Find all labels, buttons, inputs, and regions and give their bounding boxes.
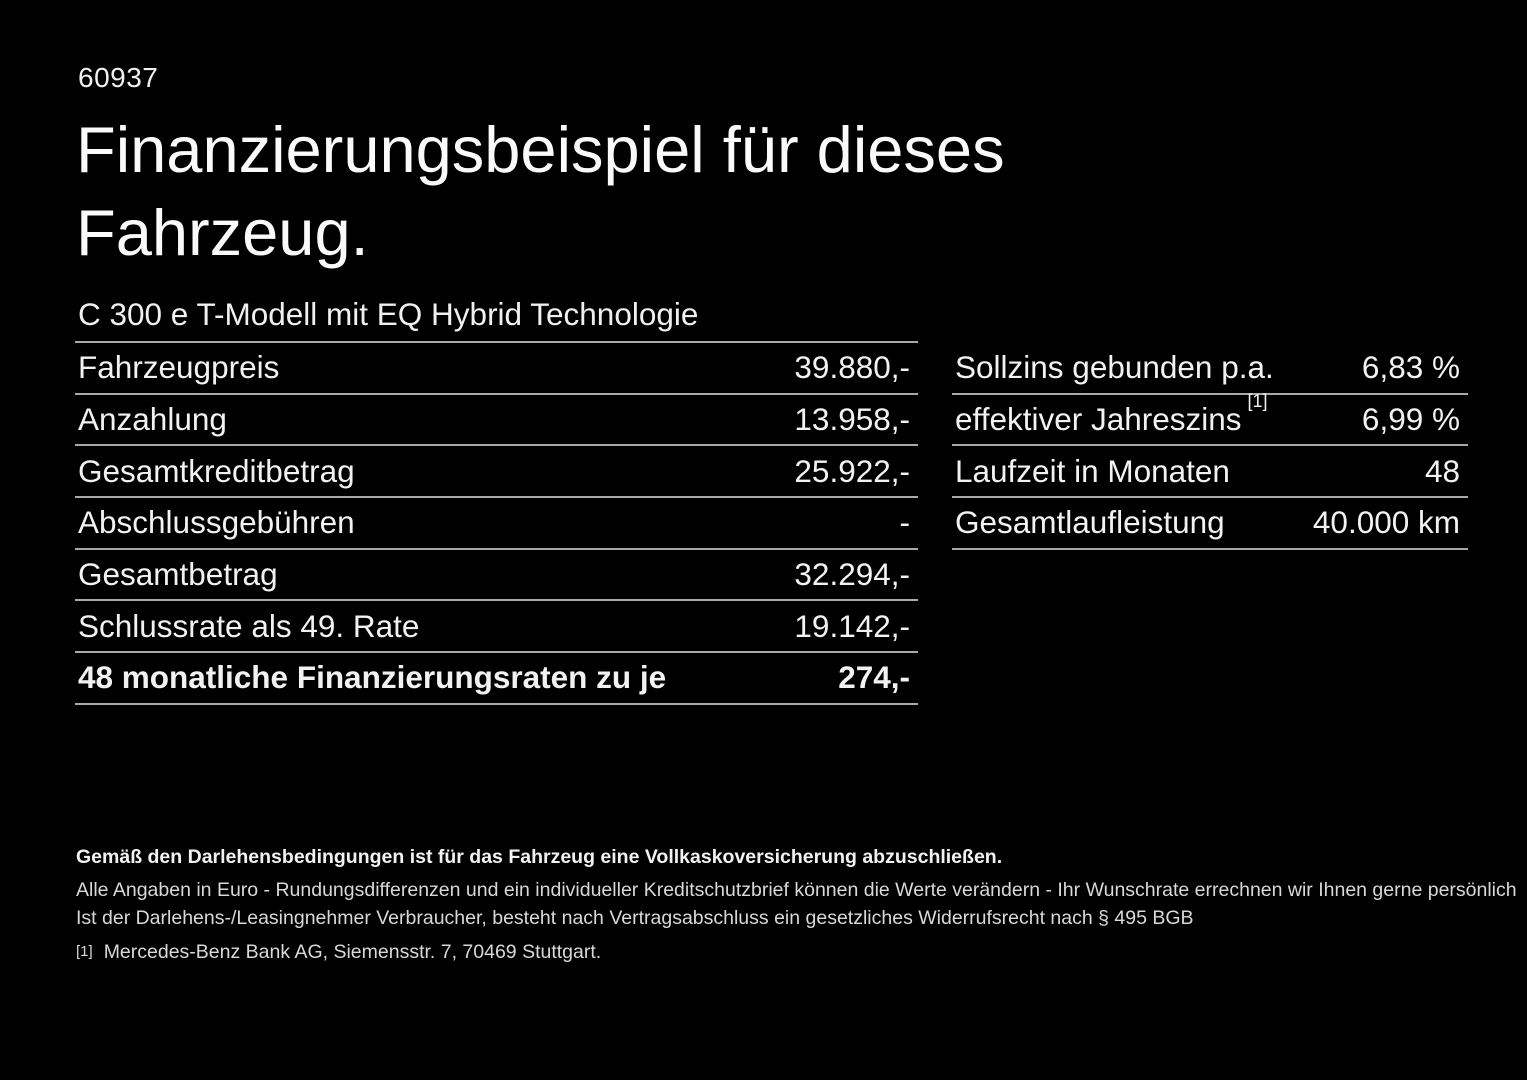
footnote-marker-superscript: [1] <box>1247 390 1268 411</box>
row-label: Fahrzeugpreis <box>78 349 280 386</box>
row-value: 25.922,- <box>794 452 910 489</box>
reference-number: 60937 <box>78 62 159 93</box>
row-value: 48 <box>1424 452 1460 489</box>
disclaimer-line-1: Alle Angaben in Euro - Rundungsdifferenz… <box>76 879 1517 901</box>
row-value: - <box>899 504 911 541</box>
row-label-text: effektiver Jahreszins <box>955 401 1242 438</box>
disclaimer-line-2: Ist der Darlehens-/Leasingnehmer Verbrau… <box>76 907 1194 929</box>
row-value: 13.958,- <box>794 401 910 438</box>
row-value: 40.000 km <box>1312 504 1460 541</box>
bank-footnote: [1] Mercedes-Benz Bank AG, Siemensstr. 7,… <box>76 941 601 964</box>
footnote-text: Mercedes-Benz Bank AG, Siemensstr. 7, 70… <box>103 941 602 963</box>
conditions-table: Sollzins gebunden p.a. 6,83 % effektiver… <box>952 343 1468 550</box>
row-value: 32.294,- <box>794 556 910 593</box>
row-label: 48 monatliche Finanzierungsraten zu je <box>78 659 667 696</box>
table-row-laufzeit: Laufzeit in Monaten 48 <box>952 446 1468 499</box>
table-row-abschlussgebuehren: Abschlussgebühren - <box>75 498 918 550</box>
page-title: Finanzierungsbeispiel für dieses Fahrzeu… <box>76 108 1005 274</box>
row-label: Schlussrate als 49. Rate <box>78 607 420 644</box>
row-value: 19.142,- <box>794 607 910 644</box>
row-label: Anzahlung <box>78 401 227 438</box>
page-title-line-2: Fahrzeug. <box>76 196 369 269</box>
table-row-sollzins: Sollzins gebunden p.a. 6,83 % <box>952 343 1468 395</box>
table-row-gesamtkreditbetrag: Gesamtkreditbetrag 25.922,- <box>75 446 918 499</box>
table-row-anzahlung: Anzahlung 13.958,- <box>75 395 918 447</box>
table-row-fahrzeugpreis: Fahrzeugpreis 39.880,- <box>75 343 918 395</box>
table-row-gesamtbetrag: Gesamtbetrag 32.294,- <box>75 550 918 602</box>
insurance-note: Gemäß den Darlehensbedingungen ist für d… <box>76 846 1003 868</box>
row-label: Gesamtlaufleistung <box>955 504 1225 541</box>
page-title-line-1: Finanzierungsbeispiel für dieses <box>76 113 1005 186</box>
table-row-effektiver-jahreszins: effektiver Jahreszins[1] 6,99 % <box>952 391 1468 447</box>
financing-table: Fahrzeugpreis 39.880,- Anzahlung 13.958,… <box>75 341 918 705</box>
table-row-gesamtlaufleistung: Gesamtlaufleistung 40.000 km <box>952 498 1468 550</box>
row-value: 274,- <box>838 659 910 696</box>
row-label: Sollzins gebunden p.a. <box>955 349 1274 386</box>
row-label: Laufzeit in Monaten <box>955 452 1230 489</box>
vehicle-model-subtitle: C 300 e T-Modell mit EQ Hybrid Technolog… <box>78 296 699 332</box>
row-value: 6,83 % <box>1361 349 1460 386</box>
row-label: Gesamtbetrag <box>78 556 278 593</box>
table-row-schlussrate: Schlussrate als 49. Rate 19.142,- <box>75 601 918 654</box>
row-value: 6,99 % <box>1361 401 1460 438</box>
row-label: Abschlussgebühren <box>78 504 355 541</box>
row-label: Gesamtkreditbetrag <box>78 452 355 489</box>
table-row-monatsrate: 48 monatliche Finanzierungsraten zu je 2… <box>75 653 918 705</box>
footnote-marker: [1] <box>76 943 93 960</box>
row-label: effektiver Jahreszins[1] <box>952 391 1268 438</box>
row-value: 39.880,- <box>794 349 910 386</box>
